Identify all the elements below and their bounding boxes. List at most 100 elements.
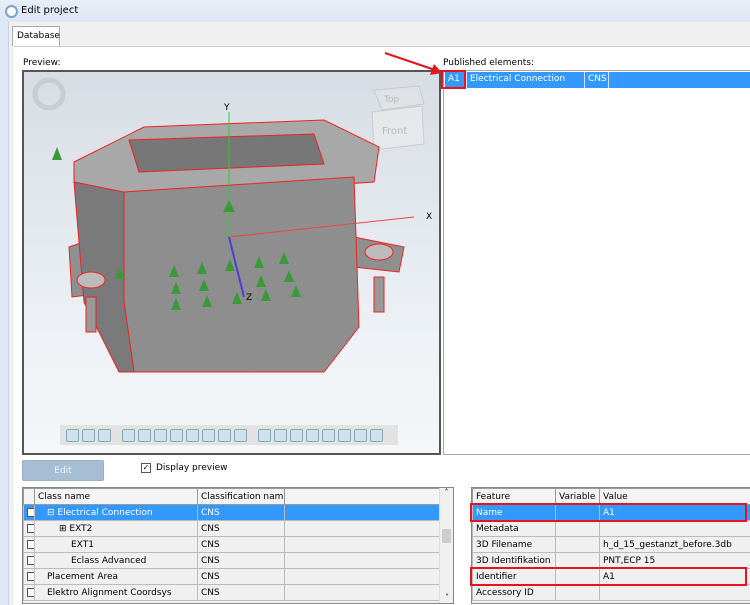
- feature-value[interactable]: [599, 584, 750, 601]
- expander-icon[interactable]: ⊟: [47, 507, 58, 518]
- table-row[interactable]: Identifier A1: [472, 568, 750, 585]
- extra-cell: [284, 520, 441, 537]
- classification-name: CNS: [197, 584, 285, 601]
- col-extra: [284, 488, 441, 505]
- table-row[interactable]: ✓ ⊟ Electrical Connection CNS: [23, 504, 441, 521]
- row-checkbox[interactable]: [23, 568, 35, 585]
- axis-z-label: Z: [246, 293, 252, 303]
- classification-name: CNS: [197, 552, 285, 569]
- render-icon[interactable]: [202, 428, 215, 442]
- checkbox[interactable]: ✓: [141, 463, 151, 473]
- window-title: Edit project: [21, 5, 79, 16]
- row-checkbox[interactable]: [23, 520, 35, 537]
- table-row[interactable]: Placement Area CNS: [23, 568, 441, 585]
- view-cube-icon: Top Front: [371, 85, 425, 151]
- table-row[interactable]: Accessory ID: [472, 584, 750, 601]
- axes: Y X Z: [223, 103, 432, 303]
- feature-value[interactable]: h_d_15_gestanzt_before.3db: [599, 536, 750, 553]
- view-back-icon[interactable]: [290, 428, 303, 442]
- class-table: Class name Classification name ✓ ⊟ Elect…: [22, 487, 454, 604]
- view-bottom-icon[interactable]: [354, 428, 367, 442]
- feature-variable[interactable]: [555, 504, 600, 521]
- feature-name: Accessory ID: [472, 584, 556, 601]
- classification-name: CNS: [197, 504, 285, 521]
- contact-points: [52, 147, 301, 310]
- highlight-box: [441, 70, 466, 89]
- col-feature[interactable]: Feature: [472, 488, 556, 505]
- table-row[interactable]: EXT1 CNS: [23, 536, 441, 553]
- row-checkbox[interactable]: [23, 536, 35, 553]
- app-icon: [5, 5, 18, 18]
- published-id: A1: [445, 72, 467, 88]
- axis-y-label: Y: [223, 103, 230, 113]
- scroll-thumb: [442, 529, 451, 543]
- logo-icon: [32, 77, 66, 111]
- feature-variable[interactable]: [555, 520, 600, 537]
- row-checkbox[interactable]: ✓: [23, 504, 35, 521]
- feature-name: Metadata: [472, 520, 556, 537]
- row-checkbox[interactable]: [23, 552, 35, 569]
- shaded-icon[interactable]: [82, 428, 95, 442]
- published-elements-label: Published elements:: [443, 58, 535, 68]
- class-name: Elektro Alignment Coordsys: [47, 587, 172, 598]
- highlight-box-identifier: [470, 567, 747, 586]
- section-icon[interactable]: [186, 428, 199, 442]
- feature-value[interactable]: A1: [599, 504, 750, 521]
- class-name: Eclass Advanced: [71, 555, 147, 566]
- shaded-edges-icon[interactable]: [98, 428, 111, 442]
- material-icon[interactable]: [218, 428, 231, 442]
- axis-x-label: X: [426, 212, 432, 222]
- extra-cell: [284, 504, 441, 521]
- view-iso-icon[interactable]: [258, 428, 271, 442]
- rotate-icon[interactable]: [154, 428, 167, 442]
- scroll-down-icon: ˅: [445, 593, 449, 602]
- view-top-icon[interactable]: [338, 428, 351, 442]
- display-preview-label: Display preview: [156, 463, 228, 473]
- table-row[interactable]: 3D Filename h_d_15_gestanzt_before.3db: [472, 536, 750, 553]
- edit-button[interactable]: Edit: [22, 460, 104, 481]
- published-elements-list[interactable]: A1 Electrical Connection CNS: [443, 70, 750, 455]
- preview-label: Preview:: [23, 58, 61, 68]
- table-row[interactable]: Elektro Alignment Coordsys CNS: [23, 584, 441, 601]
- feature-value[interactable]: [599, 520, 750, 537]
- col-class-name[interactable]: Class name: [34, 488, 198, 505]
- view-cube-front: Front: [382, 126, 407, 137]
- zoom-fit-icon[interactable]: [138, 428, 151, 442]
- perspective-icon[interactable]: [234, 428, 247, 442]
- classification-name: CNS: [197, 520, 285, 537]
- feature-variable[interactable]: [555, 536, 600, 553]
- connector-housing: [68, 119, 405, 373]
- class-name: EXT1: [71, 539, 94, 550]
- table-row[interactable]: Eclass Advanced CNS: [23, 552, 441, 569]
- col-value[interactable]: Value: [599, 488, 750, 505]
- table-row[interactable]: ⊞ EXT2 CNS: [23, 520, 441, 537]
- table-row[interactable]: Name A1: [472, 504, 750, 521]
- class-name: Electrical Connection: [57, 507, 153, 518]
- expander-icon[interactable]: ⊞: [59, 523, 70, 534]
- published-row[interactable]: A1 Electrical Connection CNS: [445, 72, 750, 88]
- extra-cell: [284, 552, 441, 569]
- classification-name: CNS: [197, 536, 285, 553]
- measure-icon[interactable]: [170, 428, 183, 442]
- classification-name: CNS: [197, 568, 285, 585]
- preview-toolbar: [60, 425, 398, 445]
- display-preview-checkbox[interactable]: ✓ Display preview: [141, 463, 228, 473]
- zoom-icon[interactable]: [122, 428, 135, 442]
- table-row[interactable]: Metadata: [472, 520, 750, 537]
- feature-variable[interactable]: [555, 584, 600, 601]
- feature-name: Name: [472, 504, 556, 521]
- wireframe-icon[interactable]: [66, 428, 79, 442]
- col-variable[interactable]: Variable: [555, 488, 600, 505]
- row-checkbox[interactable]: [23, 584, 35, 601]
- view-right-icon[interactable]: [322, 428, 335, 442]
- more-icon[interactable]: [370, 428, 383, 442]
- col-classification-name[interactable]: Classification name: [197, 488, 285, 505]
- view-left-icon[interactable]: [306, 428, 319, 442]
- tab-database[interactable]: Database: [12, 26, 60, 46]
- title-bar: Edit project: [0, 0, 750, 22]
- scrollbar[interactable]: ˄ ˅: [439, 488, 453, 603]
- extra-cell: [284, 584, 441, 601]
- class-name: EXT2: [69, 523, 93, 534]
- view-front-icon[interactable]: [274, 428, 287, 442]
- 3d-preview[interactable]: Top Front Y X Z: [22, 70, 441, 455]
